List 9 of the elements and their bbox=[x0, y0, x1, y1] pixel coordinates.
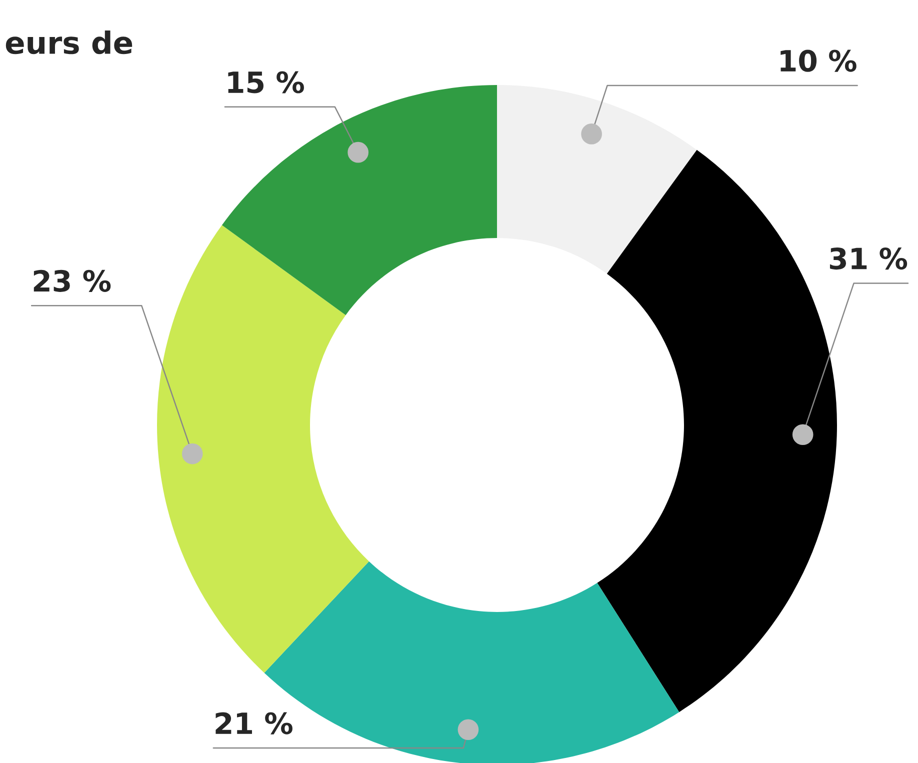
data-label: 21 % bbox=[216, 712, 292, 734]
donut-slice bbox=[497, 85, 697, 274]
data-label: 31 % bbox=[830, 248, 908, 270]
chart-title: eurs de bbox=[6, 30, 132, 54]
data-label: 23 % bbox=[34, 270, 111, 292]
donut-slice bbox=[157, 225, 369, 673]
data-label: 15 % bbox=[228, 71, 304, 94]
data-label: 10 % bbox=[780, 50, 856, 72]
donut-slice bbox=[264, 561, 680, 763]
